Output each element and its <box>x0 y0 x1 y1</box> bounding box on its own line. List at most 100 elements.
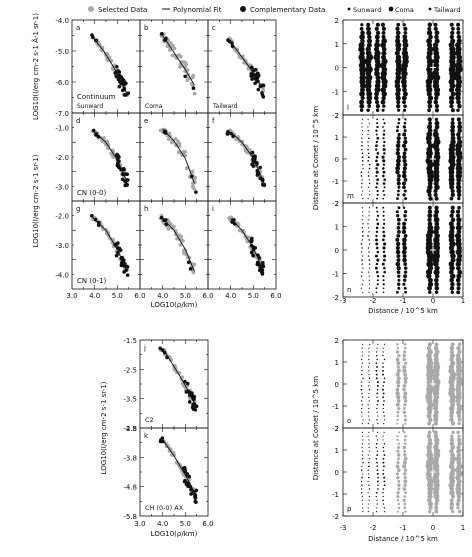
map-data-point <box>395 54 402 61</box>
map-data-point <box>375 457 378 460</box>
map-data-point <box>457 121 462 126</box>
y-tick-label: -4.0 <box>55 271 69 279</box>
map-data-point <box>382 369 384 372</box>
map-data-point <box>426 433 432 439</box>
map-data-point <box>402 206 406 209</box>
complementary-data-point <box>160 32 164 36</box>
map-data-point <box>396 499 400 502</box>
map-data-point <box>374 70 380 77</box>
complementary-data-point <box>114 253 119 258</box>
map-data-point <box>377 488 379 490</box>
map-data-point <box>360 488 363 490</box>
complementary-data-point <box>255 173 260 177</box>
map-data-point <box>381 108 385 112</box>
map-data-point <box>397 483 401 487</box>
polynomial-fit-line <box>92 130 127 181</box>
map-data-point <box>402 245 408 251</box>
map-data-point <box>457 418 462 422</box>
map-data-point <box>376 396 378 398</box>
selected-data-point <box>177 141 182 146</box>
complementary-data-point <box>125 182 130 187</box>
map-data-point <box>434 502 439 507</box>
complementary-data-point <box>125 172 129 176</box>
map-data-point <box>402 350 407 354</box>
map-data-point <box>456 26 461 31</box>
map-data-point <box>427 285 432 291</box>
map-data-point <box>404 197 408 201</box>
map-data-point <box>449 22 454 27</box>
map-data-point <box>450 445 456 450</box>
complementary-data-point <box>194 190 198 194</box>
map-data-point <box>382 206 385 209</box>
complementary-data-point <box>194 404 199 409</box>
map-data-point <box>427 342 433 347</box>
map-data-point <box>396 125 400 129</box>
x-tick-label: 4.0 <box>157 520 168 528</box>
map-data-point <box>434 30 440 36</box>
map-data-point <box>402 282 406 286</box>
map-data-point <box>367 511 369 513</box>
map-data-point <box>433 192 438 197</box>
map-data-point <box>360 469 363 471</box>
map-data-point <box>376 122 379 125</box>
map-data-point <box>381 54 387 60</box>
complementary-data-point <box>187 400 192 404</box>
map-data-point <box>382 275 385 278</box>
y-tick-label: 0 <box>335 381 339 389</box>
map-data-point <box>396 234 401 238</box>
map-data-point <box>375 373 378 376</box>
map-data-point <box>433 128 438 133</box>
complementary-data-point <box>257 268 262 273</box>
map-data-point <box>450 452 455 458</box>
map-data-point <box>368 443 370 445</box>
map-data-point <box>396 104 401 109</box>
map-data-point <box>448 463 455 470</box>
map-data-point <box>396 368 401 373</box>
row-label: Continuum <box>77 93 116 101</box>
map-data-point <box>457 342 462 347</box>
map-data-point <box>450 434 454 438</box>
map-data-point <box>434 441 440 447</box>
map-data-point <box>456 445 461 450</box>
map-data-point <box>427 430 432 435</box>
map-data-point <box>395 87 401 93</box>
map-data-point <box>402 38 408 44</box>
x-tick-label: 4.0 <box>89 292 100 300</box>
y-tick-label: 0 <box>335 156 339 164</box>
map-data-point <box>457 103 462 109</box>
map-data-point <box>361 476 363 479</box>
y-tick-label: 2 <box>335 112 339 120</box>
map-data-point <box>396 136 401 141</box>
map-data-point <box>402 237 407 243</box>
map-data-point <box>376 404 378 406</box>
map-data-point <box>374 42 381 49</box>
selected-data-point <box>192 262 197 267</box>
map-data-point <box>396 468 401 472</box>
y-tick-label: -1 <box>332 491 339 499</box>
map-data-point <box>383 484 386 487</box>
complementary-data-point <box>189 487 193 492</box>
selected-data-point <box>101 136 106 140</box>
map-data-point <box>434 221 440 227</box>
map-data-point <box>428 417 433 422</box>
map-data-point <box>434 196 439 201</box>
map-data-point <box>402 42 409 48</box>
map-data-point <box>361 454 364 456</box>
map-data-point <box>427 421 431 426</box>
map-data-point <box>361 431 363 433</box>
map-data-point <box>376 210 379 213</box>
map-data-point <box>426 260 434 268</box>
map-data-point <box>361 271 363 273</box>
map-data-point <box>403 380 408 384</box>
map-data-point <box>402 257 407 263</box>
map-data-point <box>368 392 370 395</box>
map-data-point <box>397 118 401 121</box>
map-data-point <box>383 411 385 413</box>
map-data-point <box>395 241 401 247</box>
map-data-point <box>368 122 370 124</box>
map-data-point <box>403 399 408 403</box>
map-data-point <box>427 277 433 283</box>
map-data-point <box>381 34 386 39</box>
selected-data-point <box>190 184 195 189</box>
map-data-point <box>403 502 407 506</box>
